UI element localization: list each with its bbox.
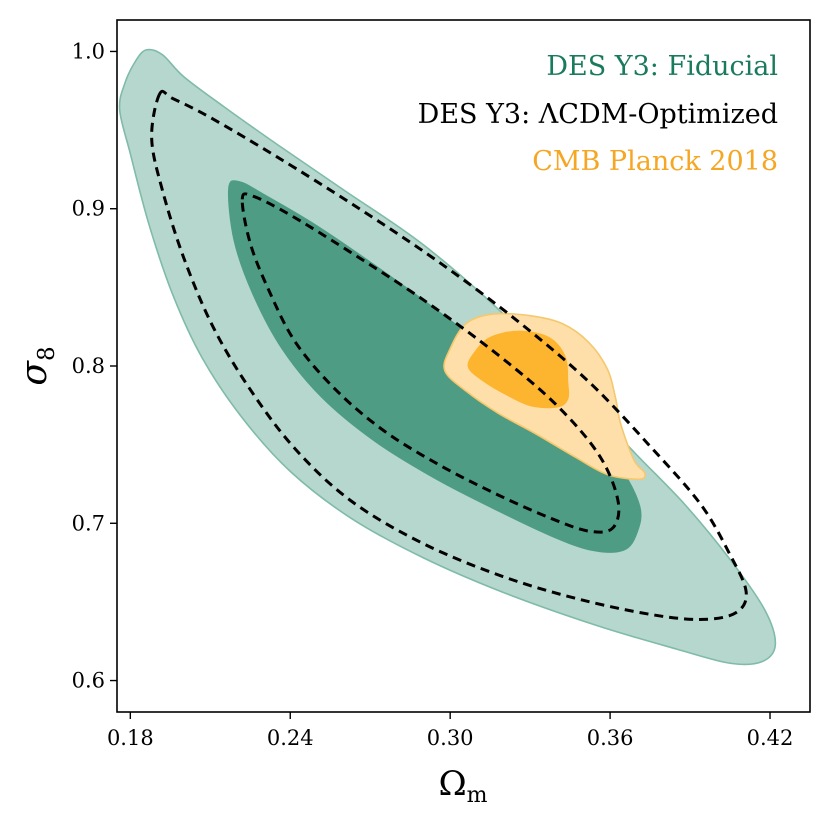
x-axis: 0.18 0.24 0.30 0.36 0.42 xyxy=(107,712,793,750)
y-axis-label-subscript: 8 xyxy=(34,346,60,361)
x-tick-label: 0.24 xyxy=(267,726,314,750)
legend: DES Y3: Fiducial DES Y3: ΛCDM-Optimized … xyxy=(418,51,778,177)
contour-des-y3-cdm-optimized-68pct xyxy=(240,192,621,534)
y-tick-label: 0.7 xyxy=(72,511,105,535)
contour-des-y3-cdm-optimized-95pct xyxy=(150,89,748,621)
y-tick-label: 0.9 xyxy=(72,197,105,221)
x-tick-label: 0.42 xyxy=(747,726,794,750)
x-axis-label-subscript: m xyxy=(467,783,488,808)
x-axis-label-symbol: Ω xyxy=(438,764,466,804)
x-tick-label: 0.18 xyxy=(107,726,154,750)
contour-des-y3-fiducial-68pct xyxy=(227,180,642,553)
legend-entry-planck: CMB Planck 2018 xyxy=(532,146,778,177)
y-tick-label: 0.6 xyxy=(72,669,105,693)
y-axis-label-symbol: σ xyxy=(14,360,55,386)
legend-entry-fiducial: DES Y3: Fiducial xyxy=(546,51,778,82)
y-tick-label: 0.8 xyxy=(72,354,105,378)
x-tick-label: 0.30 xyxy=(427,726,474,750)
y-axis-label: σ8 xyxy=(14,346,60,385)
contour-layer xyxy=(118,48,777,666)
y-tick-label: 1.0 xyxy=(72,39,105,63)
x-tick-label: 0.36 xyxy=(587,726,634,750)
x-axis-label: Ωm xyxy=(438,764,487,808)
y-axis: 0.6 0.7 0.8 0.9 1.0 xyxy=(72,39,117,693)
legend-entry-lcdm-optimized: DES Y3: ΛCDM-Optimized xyxy=(418,99,778,130)
